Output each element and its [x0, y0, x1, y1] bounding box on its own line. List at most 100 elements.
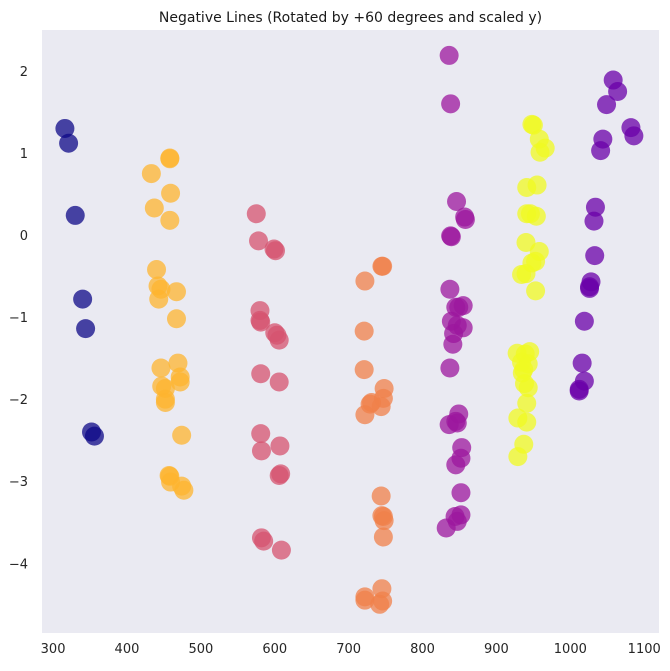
x-tick-label: 800: [410, 642, 435, 657]
data-point: [530, 142, 550, 162]
data-point: [155, 392, 175, 412]
data-point: [526, 281, 546, 301]
data-point: [271, 464, 291, 484]
y-tick-label: −3: [9, 475, 28, 490]
x-tick-label: 1000: [554, 642, 587, 657]
data-point: [584, 211, 604, 231]
series-line-3: [246, 204, 291, 560]
data-point: [370, 594, 390, 614]
data-point: [517, 412, 537, 432]
data-point: [451, 483, 471, 503]
data-point: [147, 260, 167, 280]
y-tick-label: −4: [9, 557, 28, 572]
data-point: [141, 164, 161, 184]
data-point: [254, 531, 274, 551]
data-point: [580, 278, 600, 298]
data-point: [572, 353, 592, 373]
data-point: [585, 246, 605, 266]
data-point: [569, 381, 589, 401]
data-points: [55, 45, 644, 614]
data-point: [441, 94, 461, 114]
data-point: [508, 447, 528, 467]
data-point: [371, 486, 391, 506]
x-tick-label: 400: [115, 642, 140, 657]
data-point: [246, 204, 266, 224]
data-point: [249, 231, 269, 251]
data-point: [84, 426, 104, 446]
x-tick-label: 500: [188, 642, 213, 657]
data-point: [149, 289, 169, 309]
data-point: [518, 378, 538, 398]
y-tick-label: −1: [9, 311, 28, 326]
data-point: [161, 183, 181, 203]
data-point: [271, 540, 291, 560]
data-point: [160, 210, 180, 230]
data-point: [441, 227, 461, 247]
data-point: [374, 511, 394, 531]
data-point: [55, 118, 75, 138]
series-line-1: [55, 118, 104, 446]
chart-title: Negative Lines (Rotated by +60 degrees a…: [159, 10, 542, 26]
data-point: [174, 480, 194, 500]
x-tick-label: 700: [336, 642, 361, 657]
data-point: [269, 372, 289, 392]
data-point: [517, 393, 537, 413]
data-point: [76, 319, 96, 339]
y-tick-label: 1: [20, 147, 28, 162]
data-point: [453, 296, 473, 316]
data-point: [168, 353, 188, 373]
data-point: [354, 321, 374, 341]
data-point: [608, 82, 628, 102]
data-point: [585, 197, 605, 217]
x-tick-label: 300: [41, 642, 66, 657]
data-point: [527, 175, 547, 195]
x-axis-ticks: 300 400 500 600 700 800 900 1000 1100: [41, 642, 661, 657]
data-point: [597, 95, 617, 115]
data-point: [355, 590, 375, 610]
data-point: [166, 309, 186, 329]
data-point: [59, 133, 79, 153]
series-line-4: [354, 256, 394, 614]
data-point: [440, 279, 460, 299]
data-point: [512, 264, 532, 284]
data-point: [373, 256, 393, 276]
series-line-5: [436, 45, 475, 538]
data-point: [251, 312, 271, 332]
data-point: [373, 527, 393, 547]
data-point: [73, 289, 93, 309]
data-point: [144, 198, 164, 218]
y-tick-label: 2: [20, 65, 28, 80]
x-tick-label: 1100: [628, 642, 661, 657]
data-point: [439, 45, 459, 65]
series-line-6: [507, 114, 555, 467]
data-point: [516, 232, 536, 252]
data-point: [151, 358, 171, 378]
data-point: [371, 397, 391, 417]
data-point: [354, 360, 374, 380]
data-point: [355, 271, 375, 291]
data-point: [355, 405, 375, 425]
data-point: [526, 206, 546, 226]
data-point: [443, 334, 463, 354]
y-tick-label: −2: [9, 393, 28, 408]
series-line-7: [569, 70, 644, 401]
data-point: [574, 311, 594, 331]
data-point: [251, 441, 271, 461]
data-point: [160, 149, 180, 169]
plot-background: [42, 30, 659, 633]
data-point: [446, 455, 466, 475]
data-point: [440, 358, 460, 378]
x-tick-label: 900: [484, 642, 509, 657]
data-point: [265, 241, 285, 261]
x-tick-label: 600: [262, 642, 287, 657]
data-point: [455, 210, 475, 230]
data-point: [447, 191, 467, 211]
y-axis-ticks: −4 −3 −2 −1 0 1 2: [9, 65, 28, 572]
data-point: [269, 330, 289, 350]
data-point: [270, 436, 290, 456]
data-point: [170, 372, 190, 392]
data-point: [166, 282, 186, 302]
data-point: [436, 518, 456, 538]
y-tick-label: 0: [20, 229, 28, 244]
